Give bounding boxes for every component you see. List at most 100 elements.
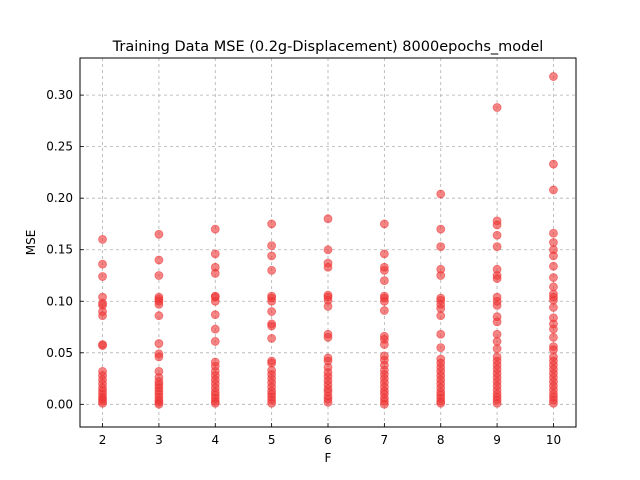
data-point <box>379 219 389 229</box>
data-point <box>210 337 220 346</box>
data-point <box>154 271 164 280</box>
data-point <box>379 249 389 259</box>
data-point <box>492 220 502 230</box>
data-point <box>549 324 558 334</box>
data-point <box>379 399 389 409</box>
data-point <box>436 398 446 408</box>
data-point <box>210 269 220 278</box>
y-tick-label: 0.05 <box>46 346 73 360</box>
data-point <box>154 299 164 309</box>
x-tick-label: 10 <box>546 433 561 447</box>
data-point <box>436 329 446 339</box>
data-point <box>549 251 558 261</box>
data-point <box>154 352 164 362</box>
x-tick-label: 5 <box>268 433 276 447</box>
data-point <box>492 317 502 327</box>
data-point <box>436 271 446 280</box>
data-point <box>98 311 107 321</box>
data-point <box>154 229 164 239</box>
data-point <box>549 273 558 282</box>
data-point <box>492 274 502 283</box>
data-point <box>98 272 107 281</box>
data-point <box>549 228 558 238</box>
data-point <box>492 103 502 112</box>
x-tick-label: 3 <box>155 433 163 447</box>
data-point <box>267 219 277 229</box>
data-point <box>267 251 277 261</box>
data-point <box>492 337 502 346</box>
x-tick-label: 2 <box>99 433 107 447</box>
data-point <box>436 311 446 321</box>
data-point <box>549 345 558 355</box>
data-point <box>379 276 389 286</box>
data-point <box>492 398 502 408</box>
y-axis-ticks: 0.00 0.05 0.10 0.15 0.20 0.25 0.30 <box>46 88 84 411</box>
data-point <box>323 214 333 224</box>
y-tick-label: 0.20 <box>46 191 73 205</box>
data-point <box>549 238 558 247</box>
data-point <box>323 397 333 407</box>
data-point <box>267 265 277 275</box>
x-tick-label: 7 <box>381 433 389 447</box>
data-point <box>267 241 277 250</box>
data-point <box>267 333 277 343</box>
data-point <box>210 224 220 234</box>
data-point <box>549 332 558 342</box>
data-point <box>210 398 220 408</box>
data-point <box>267 307 277 316</box>
data-point <box>210 310 220 320</box>
data-point <box>492 329 502 339</box>
data-point <box>98 235 107 244</box>
data-point <box>98 341 107 350</box>
data-point <box>549 282 558 292</box>
data-point <box>492 242 502 252</box>
y-tick-label: 0.00 <box>46 397 73 411</box>
data-points <box>98 72 558 409</box>
data-point <box>549 185 558 195</box>
x-tick-label: 9 <box>493 433 501 447</box>
data-point <box>379 296 389 306</box>
data-point <box>436 242 446 252</box>
data-point <box>492 230 502 240</box>
data-point <box>436 189 446 199</box>
data-point <box>379 265 389 275</box>
data-point <box>436 224 446 234</box>
data-point <box>492 344 502 354</box>
data-point <box>323 332 333 342</box>
x-tick-label: 6 <box>324 433 332 447</box>
data-point <box>323 302 333 311</box>
data-point <box>98 398 107 408</box>
data-point <box>154 399 164 409</box>
data-point <box>210 249 220 259</box>
data-point <box>436 304 446 313</box>
data-point <box>154 339 164 348</box>
data-point <box>267 398 277 408</box>
y-axis-label: MSE <box>24 230 38 256</box>
data-point <box>267 321 277 331</box>
y-tick-label: 0.30 <box>46 88 73 102</box>
data-point <box>98 259 107 269</box>
chart-title: Training Data MSE (0.2g-Displacement) 80… <box>112 39 544 55</box>
data-point <box>267 358 277 368</box>
data-point <box>323 245 333 255</box>
data-point <box>549 261 558 271</box>
data-point <box>549 303 558 312</box>
data-point <box>379 340 389 349</box>
x-axis-ticks: 2 3 4 5 6 7 8 9 10 <box>99 423 561 447</box>
x-tick-label: 8 <box>437 433 445 447</box>
y-tick-label: 0.10 <box>46 294 73 308</box>
data-point <box>323 262 333 272</box>
data-point <box>267 296 277 306</box>
data-point <box>549 398 558 408</box>
y-tick-label: 0.25 <box>46 140 73 154</box>
data-point <box>154 255 164 265</box>
data-point <box>436 343 446 353</box>
data-point <box>549 72 558 81</box>
data-point <box>210 324 220 334</box>
data-point <box>549 295 558 305</box>
data-point <box>154 311 164 321</box>
y-tick-label: 0.15 <box>46 243 73 257</box>
x-axis-label: F <box>325 451 332 465</box>
data-point <box>210 296 220 306</box>
